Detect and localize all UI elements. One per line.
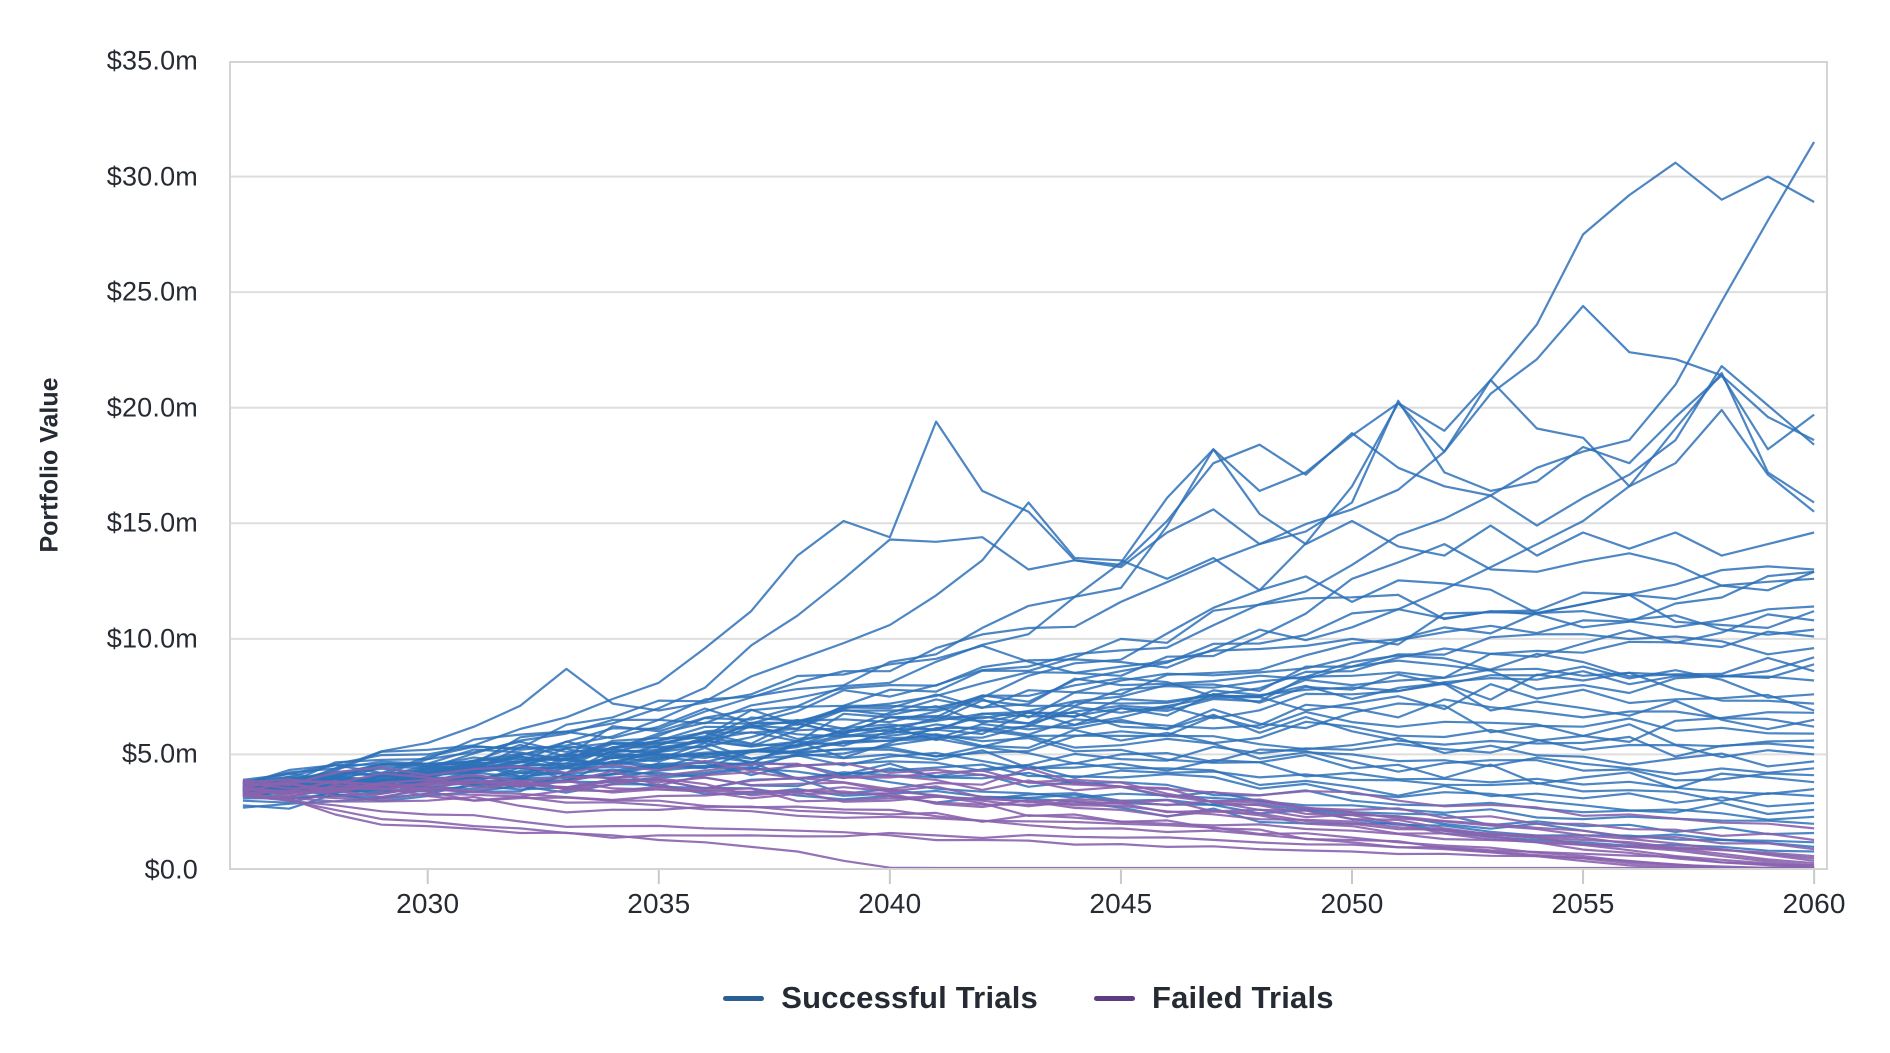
trial-line-successful — [242, 365, 1815, 791]
trial-line-successful — [242, 682, 1815, 788]
x-tick-label-2050: 2050 — [1320, 888, 1384, 919]
successful-line-swatch-icon — [723, 995, 765, 1001]
trial-line-successful — [242, 570, 1815, 785]
trial-line-successful — [242, 374, 1815, 786]
y-tick-label-35m: $35.0m — [106, 45, 198, 76]
trial-line-successful — [242, 783, 1815, 848]
legend-label-failed: Failed Trials — [1151, 980, 1334, 1015]
trial-line-successful — [242, 577, 1815, 788]
trial-line-failed — [242, 778, 1815, 865]
x-tick-marks — [426, 870, 1816, 884]
trial-line-successful — [242, 737, 1815, 793]
x-tick-label-2035: 2035 — [627, 888, 691, 919]
x-tick-label-2030: 2030 — [396, 888, 460, 919]
trial-line-successful — [242, 720, 1815, 791]
y-tick-label-20m: $20.0m — [106, 392, 198, 423]
x-tick-label-2055: 2055 — [1551, 888, 1615, 919]
trial-line-failed — [242, 770, 1815, 830]
failed-line-swatch-icon — [1093, 995, 1135, 1001]
chart-legend: Successful Trials Failed Trials — [229, 980, 1828, 1016]
trial-line-successful — [242, 698, 1815, 793]
trial-line-failed — [242, 774, 1815, 869]
plot-border — [229, 61, 1828, 870]
trial-line-successful — [242, 633, 1815, 788]
trial-line-successful — [242, 161, 1815, 789]
y-tick-label-0: $0.0 — [144, 854, 198, 885]
trial-line-successful — [242, 565, 1815, 781]
y-tick-label-30m: $30.0m — [106, 161, 198, 192]
trial-line-successful — [242, 702, 1815, 784]
y-tick-label-10m: $10.0m — [106, 623, 198, 654]
trial-line-failed — [242, 783, 1815, 870]
y-tick-label-25m: $25.0m — [106, 276, 198, 307]
trial-line-successful — [242, 761, 1815, 816]
x-tick-label-2040: 2040 — [858, 888, 922, 919]
legend-label-successful: Successful Trials — [781, 980, 1038, 1015]
y-tick-label-5m: $5.0m — [121, 738, 198, 769]
legend-item-successful: Successful Trials — [723, 980, 1038, 1016]
trial-line-failed — [242, 759, 1815, 862]
x-tick-label-2060: 2060 — [1782, 888, 1846, 919]
trial-line-successful — [242, 671, 1815, 786]
legend-item-failed: Failed Trials — [1093, 980, 1334, 1016]
y-tick-label-15m: $15.0m — [106, 507, 198, 538]
plot-area — [229, 61, 1828, 884]
trial-line-failed — [242, 792, 1815, 867]
trial-lines — [242, 141, 1816, 870]
trial-line-successful — [242, 543, 1815, 788]
x-tick-label-2045: 2045 — [1089, 888, 1153, 919]
